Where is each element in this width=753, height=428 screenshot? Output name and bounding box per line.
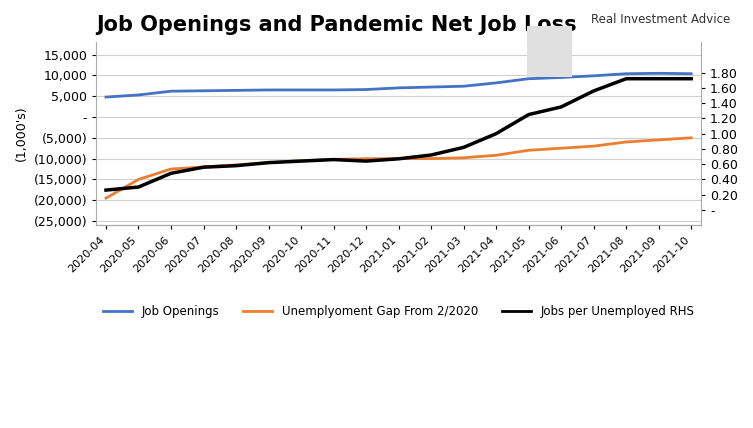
- Text: Job Openings and Pandemic Net Job Loss: Job Openings and Pandemic Net Job Loss: [96, 15, 577, 35]
- Legend: Job Openings, Unemplyoment Gap From 2/2020, Jobs per Unemployed RHS: Job Openings, Unemplyoment Gap From 2/20…: [98, 300, 700, 323]
- Text: Real Investment Advice: Real Investment Advice: [591, 13, 730, 26]
- Y-axis label: (1,000's): (1,000's): [15, 106, 28, 161]
